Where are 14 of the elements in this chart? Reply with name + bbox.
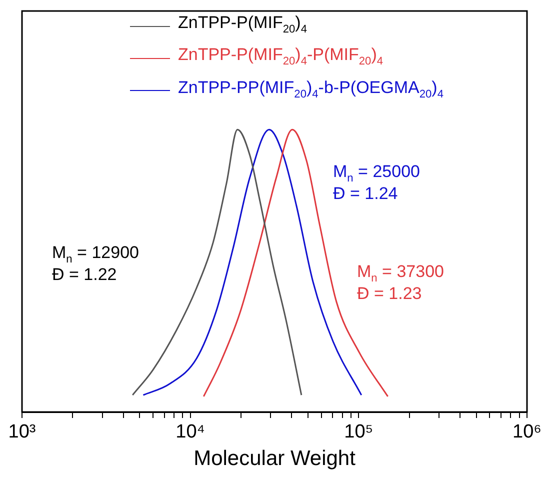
annotation: M$_{n}$ = 25000 (333, 162, 420, 184)
annotation: M$_{n}$ = 37300 (357, 262, 444, 284)
annotation: Đ = 1.23 (357, 284, 422, 304)
x-tick-label: 10⁴ (176, 422, 205, 443)
x-axis-title: Molecular Weight (194, 447, 356, 470)
legend-label: ZnTPP-P(MIF$_{20}$)$_{4}$-P(MIF$_{20}$)$_{4}$ (178, 44, 384, 70)
annotation: M$_{n}$ = 12900 (52, 243, 139, 266)
x-tick-label: 10⁶ (512, 422, 542, 443)
annotation: Đ = 1.22 (52, 265, 117, 285)
x-tick-label: 10⁵ (344, 422, 374, 443)
legend-label: ZnTPP-P(MIF$_{20}$)$_{4}$ (178, 12, 307, 38)
x-tick-label: 10³ (8, 422, 36, 443)
annotation: Đ = 1.24 (333, 184, 398, 204)
legend-label: ZnTPP-PP(MIF$_{20}$)$_{4}$-b-P(OEGMA$_{20}$)$_{4}$ (178, 76, 444, 102)
